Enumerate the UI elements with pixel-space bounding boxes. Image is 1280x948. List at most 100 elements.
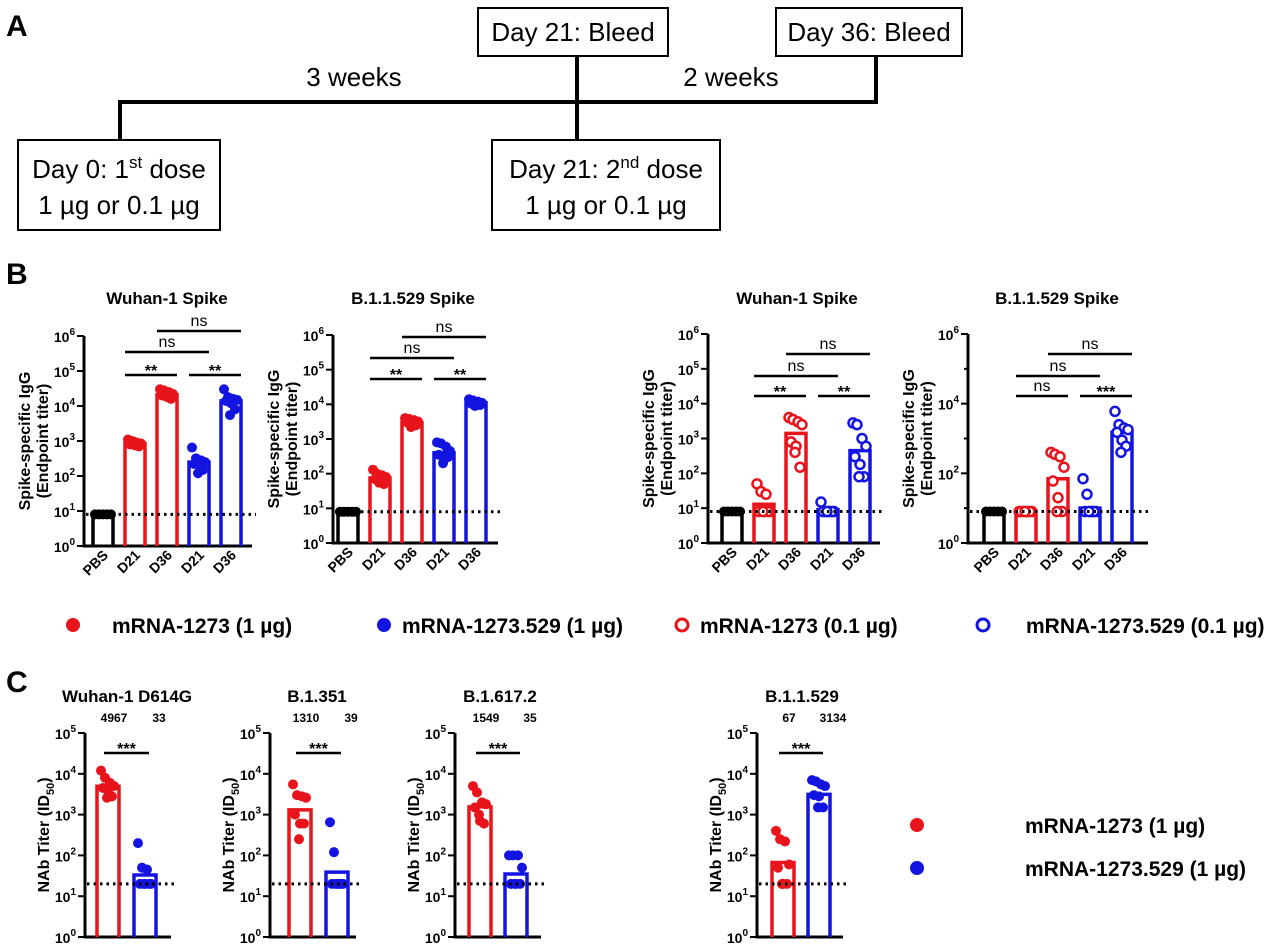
x-tick-label: PBS: [79, 547, 111, 579]
mean-label: 35: [523, 711, 537, 725]
tick-exponent: 3: [318, 430, 324, 441]
tick-base: 10: [54, 434, 70, 450]
tick-exponent: 3: [693, 430, 699, 441]
y-axis-label: Spike-specific IgG: [17, 372, 34, 511]
data-point: [299, 818, 309, 829]
bar: [464, 401, 488, 543]
tick-exponent: 5: [440, 724, 446, 735]
tick-exponent: 1: [70, 887, 76, 898]
y-tick-label: 104: [678, 395, 700, 413]
tick-base: 10: [303, 536, 319, 552]
tick-exponent: 0: [69, 537, 75, 548]
legends: mRNA-1273 (1 µg) mRNA-1273.529 (1 µg) mRNA…: [66, 615, 1265, 881]
y-tick-label: 101: [55, 887, 77, 905]
bar: [784, 431, 808, 543]
y-label-main: NAb Titer (ID: [221, 795, 238, 892]
tick-base: 10: [425, 930, 441, 946]
data-point: [133, 838, 143, 849]
dose1-box: [17, 139, 221, 231]
bar: [287, 808, 313, 937]
y-tick-label: 106: [303, 326, 325, 344]
legend-label: mRNA-1273 (1 µg): [1025, 815, 1205, 838]
tick-exponent: 3: [255, 806, 261, 817]
tick-exponent: 2: [742, 846, 748, 857]
data-point: [142, 864, 152, 875]
panel-label-b: B: [6, 258, 28, 291]
tick-exponent: 2: [953, 464, 959, 475]
tick-base: 10: [425, 889, 441, 905]
tick-exponent: 4: [255, 765, 261, 776]
y-axis-label: NAb Titer (ID50): [36, 777, 57, 892]
chart-title: Wuhan-1 Spike: [736, 289, 858, 308]
significance-label: ns: [191, 313, 208, 330]
significance-label: ns: [159, 334, 176, 351]
significance-label: ***: [309, 741, 328, 758]
legend-marker: [377, 618, 391, 632]
legend-label: mRNA-1273.529 (1 µg): [402, 615, 623, 638]
y-tick-label: 103: [727, 806, 749, 824]
legend-marker: [910, 818, 924, 832]
tick-base: 10: [727, 726, 743, 742]
data-point: [1115, 446, 1127, 459]
tick-exponent: 2: [318, 465, 324, 476]
data-point: [789, 446, 801, 459]
data-point: [288, 779, 298, 790]
data-point: [1109, 405, 1121, 418]
tick-base: 10: [938, 397, 954, 413]
data-point: [773, 862, 783, 873]
tick-base: 10: [938, 327, 954, 343]
significance-label: ***: [1097, 384, 1116, 401]
data-point: [325, 817, 335, 828]
data-point: [193, 468, 203, 479]
bar: [752, 502, 776, 543]
y-tick-label: 102: [55, 846, 77, 864]
tick-exponent: 0: [953, 534, 959, 545]
legend-marker: [66, 618, 80, 632]
mean-label: 1310: [293, 711, 320, 725]
y-tick-label: 100: [425, 928, 447, 946]
tick-exponent: 1: [255, 887, 261, 898]
bleed1-label: Day 21: Bleed: [491, 17, 654, 47]
tick-exponent: 3: [69, 432, 75, 443]
tick-exponent: 1: [69, 502, 75, 513]
chart-b-1: Wuhan-1 Spike100101102103104105106Spike-…: [17, 289, 256, 578]
tick-base: 10: [678, 536, 694, 552]
y-label-end: ): [708, 777, 725, 782]
data-point: [139, 878, 149, 889]
timeline: [17, 7, 963, 231]
significance-label: **: [774, 384, 787, 401]
chart-title: Wuhan-1 Spike: [106, 289, 228, 308]
tick-exponent: 6: [693, 325, 699, 336]
y-axis-label: NAb Titer (ID50): [406, 777, 427, 892]
data-point: [820, 781, 830, 792]
y-axis-label: NAb Titer (ID50): [221, 777, 242, 892]
tick-base: 10: [240, 808, 256, 824]
x-tick-label: PBS: [324, 544, 356, 576]
tick-base: 10: [240, 767, 256, 783]
x-tick-label: D21: [114, 547, 144, 577]
tick-base: 10: [303, 432, 319, 448]
data-point: [481, 799, 491, 810]
tick-base: 10: [425, 726, 441, 742]
y-tick-label: 100: [303, 534, 325, 552]
data-point: [854, 458, 866, 471]
data-point: [814, 791, 824, 802]
bar: [123, 441, 147, 546]
mean-label: 4967: [101, 711, 128, 725]
data-point: [796, 418, 808, 431]
data-point: [219, 384, 229, 395]
y-tick-label: 102: [678, 464, 700, 482]
dose2-label: Day 21: 2nd dose: [509, 153, 703, 184]
significance-label: **: [454, 367, 467, 384]
tick-base: 10: [678, 501, 694, 517]
mean-label: 39: [344, 711, 358, 725]
data-point: [1054, 450, 1066, 463]
significance-label: ns: [788, 358, 805, 375]
y-label-sub: 50: [230, 783, 242, 795]
bar: [770, 860, 796, 937]
tick-exponent: 0: [255, 928, 261, 939]
data-point: [438, 458, 448, 469]
y-axis-label: (Endpoint titer): [919, 381, 936, 496]
